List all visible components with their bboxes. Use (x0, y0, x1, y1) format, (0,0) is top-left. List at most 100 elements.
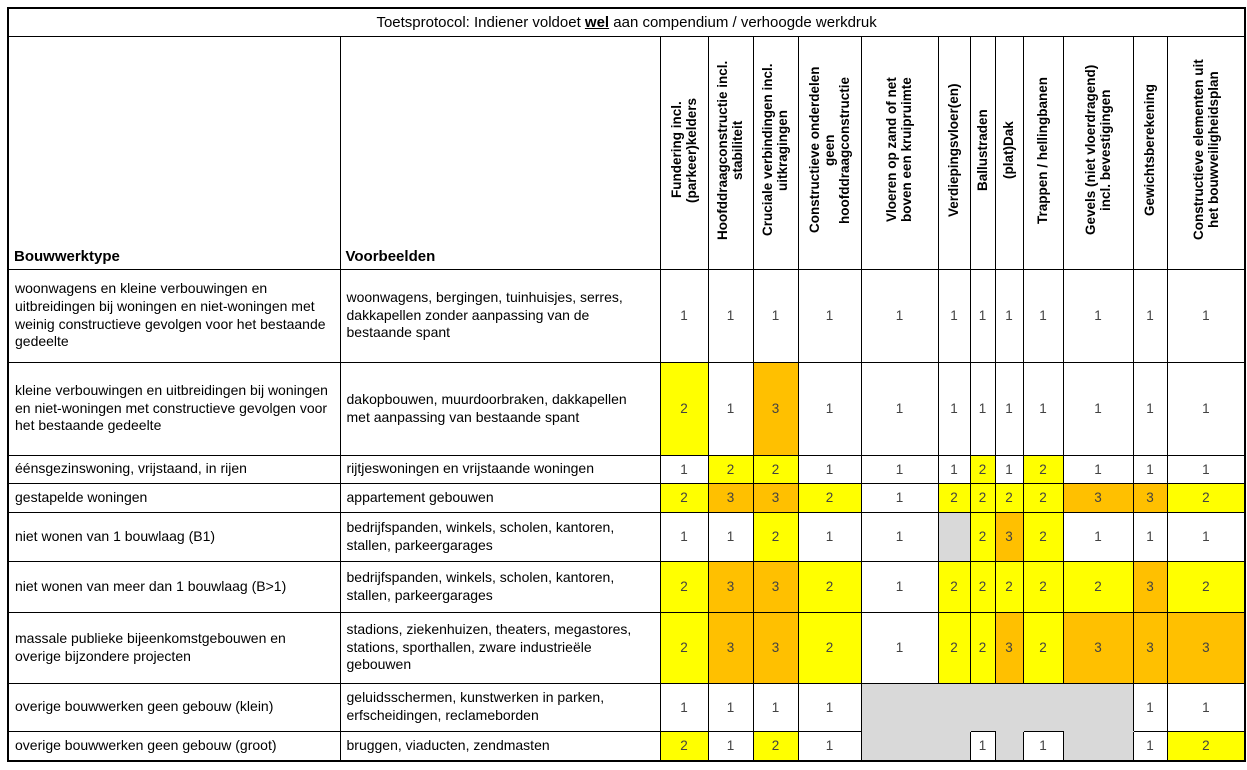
matrix-cell: 3 (752, 482, 799, 513)
rotated-header-label: Gevels (niet vloerdragend) incl. bevesti… (1082, 64, 1113, 235)
matrix-cell: 3 (707, 482, 754, 513)
matrix-cell: 1 (860, 611, 939, 684)
matrix-cell: 1 (797, 454, 862, 484)
matrix-cell: 1 (1166, 682, 1246, 732)
rotated-column-header: Hoofddraagconstructie incl. stabiliteit (707, 35, 754, 270)
matrix-cell: 1 (1022, 268, 1064, 363)
matrix-cell: 2 (969, 454, 996, 484)
matrix-cell (1022, 682, 1064, 732)
matrix-cell: 3 (994, 611, 1024, 684)
matrix-cell: 2 (969, 611, 996, 684)
matrix-cell: 1 (1132, 361, 1168, 456)
matrix-cell: 1 (994, 268, 1024, 363)
rotated-header-label: Verdiepingsvloer(en) (946, 82, 962, 217)
rotated-column-header: Gewichtsberekening (1132, 35, 1168, 270)
voorbeelden-cell: dakopbouwen, muurdoorbraken, dakkapellen… (339, 361, 661, 456)
rotated-column-header: (plat)Dak (994, 35, 1024, 270)
matrix-cell: 2 (1022, 560, 1064, 613)
rotated-header-label: (plat)Dak (1001, 120, 1017, 179)
matrix-cell (969, 682, 996, 732)
matrix-cell: 1 (1022, 730, 1064, 762)
matrix-cell: 2 (1166, 482, 1246, 513)
voorbeelden-cell: bedrijfspanden, winkels, scholen, kantor… (339, 560, 661, 613)
matrix-cell: 1 (659, 511, 709, 562)
matrix-cell: 2 (1166, 730, 1246, 762)
matrix-cell: 2 (994, 560, 1024, 613)
matrix-cell: 1 (752, 268, 799, 363)
rotated-header-label: Ballustraden (974, 108, 990, 191)
table-body: woonwagens en kleine verbouwingen en uit… (7, 268, 1246, 762)
matrix-cell: 1 (797, 361, 862, 456)
matrix-cell: 1 (937, 454, 971, 484)
matrix-cell: 1 (1166, 268, 1246, 363)
matrix-cell: 3 (1166, 611, 1246, 684)
column-header-bouwwerktype: Bouwwerktype (7, 35, 341, 270)
matrix-cell: 3 (707, 611, 754, 684)
table-row: niet wonen van 1 bouwlaag (B1) bedrijfspa… (7, 511, 1246, 562)
matrix-cell: 1 (860, 511, 939, 562)
matrix-cell: 1 (1062, 268, 1134, 363)
matrix-cell: 1 (860, 482, 939, 513)
toetsprotocol-table: Toetsprotocol: Indiener voldoet wel aan … (7, 7, 1247, 762)
title-suffix: aan compendium / verhoogde werkdruk (609, 13, 877, 31)
bouwwerktype-cell: gestapelde woningen (7, 482, 341, 513)
header-row: Bouwwerktype Voorbeelden Fundering incl.… (7, 35, 1246, 270)
bouwwerktype-cell: woonwagens en kleine verbouwingen en uit… (7, 268, 341, 363)
voorbeelden-cell: rijtjeswoningen en vrijstaande woningen (339, 454, 661, 484)
matrix-cell: 1 (1132, 511, 1168, 562)
table-row: woonwagens en kleine verbouwingen en uit… (7, 268, 1246, 363)
rotated-column-header: Gevels (niet vloerdragend) incl. bevesti… (1062, 35, 1134, 270)
matrix-cell (994, 682, 1024, 732)
matrix-cell: 1 (797, 511, 862, 562)
bouwwerktype-cell: overige bouwwerken geen gebouw (groot) (7, 730, 341, 762)
rotated-column-header: Trappen / hellingbanen (1022, 35, 1064, 270)
matrix-cell: 1 (797, 682, 862, 732)
matrix-cell: 3 (752, 611, 799, 684)
matrix-cell: 1 (937, 268, 971, 363)
matrix-cell: 2 (1022, 454, 1064, 484)
title-emphasis: wel (584, 13, 610, 31)
matrix-cell: 1 (1022, 361, 1064, 456)
rotated-header-label: Hoofddraagconstructie incl. stabiliteit (715, 59, 746, 240)
table-row: overige bouwwerken geen gebouw (klein) ge… (7, 682, 1246, 732)
matrix-cell: 3 (994, 511, 1024, 562)
voorbeelden-cell: woonwagens, bergingen, tuinhuisjes, serr… (339, 268, 661, 363)
matrix-cell: 1 (860, 560, 939, 613)
table-row: massale publieke bijeenkomstgebouwen en … (7, 611, 1246, 684)
matrix-cell (994, 730, 1024, 762)
voorbeelden-cell: stadions, ziekenhuizen, theaters, megast… (339, 611, 661, 684)
rotated-column-header: Constructieve onderdelen geen hoofddraag… (797, 35, 862, 270)
matrix-cell: 1 (937, 361, 971, 456)
matrix-cell: 3 (1062, 611, 1134, 684)
voorbeelden-cell: geluidsschermen, kunstwerken in parken, … (339, 682, 661, 732)
matrix-cell: 2 (1022, 511, 1064, 562)
title-prefix: Toetsprotocol: Indiener voldoet (376, 13, 585, 31)
matrix-cell: 3 (752, 560, 799, 613)
matrix-cell: 2 (797, 611, 862, 684)
matrix-cell: 2 (659, 482, 709, 513)
table-title: Toetsprotocol: Indiener voldoet wel aan … (7, 7, 1246, 37)
matrix-cell: 2 (969, 560, 996, 613)
matrix-cell: 2 (659, 560, 709, 613)
matrix-cell: 1 (1062, 454, 1134, 484)
rotated-header-label: Gewichtsberekening (1142, 83, 1158, 216)
matrix-cell: 2 (1062, 560, 1134, 613)
rotated-column-header: Cruciale verbindingen incl. uitkragingen (752, 35, 799, 270)
matrix-cell: 2 (659, 361, 709, 456)
matrix-cell: 1 (707, 682, 754, 732)
matrix-cell: 1 (707, 361, 754, 456)
matrix-cell: 2 (659, 611, 709, 684)
matrix-cell (937, 682, 971, 732)
matrix-cell: 2 (797, 482, 862, 513)
rotated-column-header: Constructieve elementen uit het bouwveil… (1166, 35, 1246, 270)
matrix-cell: 2 (752, 730, 799, 762)
matrix-cell: 1 (659, 454, 709, 484)
matrix-cell (1062, 730, 1134, 762)
matrix-cell: 2 (1022, 611, 1064, 684)
matrix-cell: 1 (752, 682, 799, 732)
matrix-cell: 1 (1132, 730, 1168, 762)
matrix-cell (1062, 682, 1134, 732)
bouwwerktype-cell: éénsgezinswoning, vrijstaand, in rijen (7, 454, 341, 484)
matrix-cell: 3 (1132, 611, 1168, 684)
